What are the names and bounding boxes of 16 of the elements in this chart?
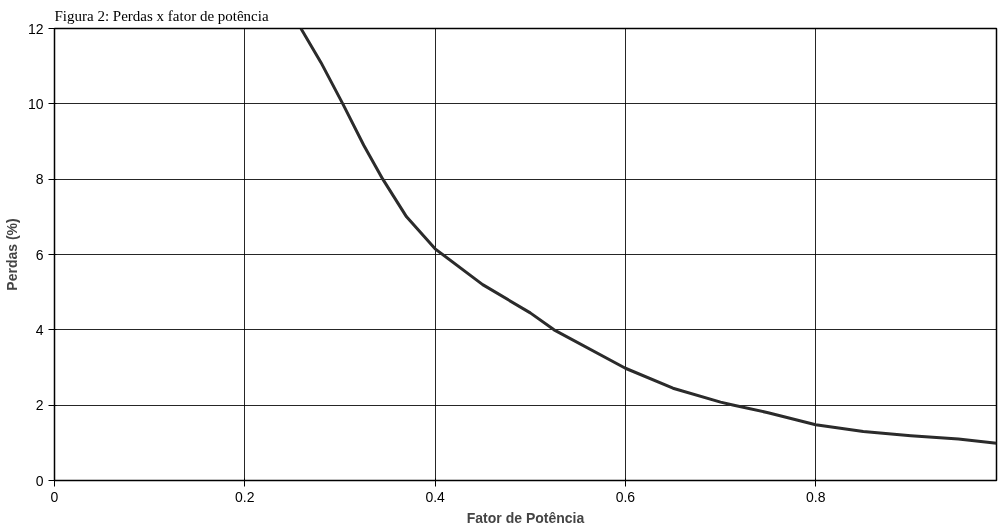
y-axis-title: Perdas (%) [3, 218, 20, 291]
y-tick-label: 10 [27, 95, 44, 112]
line-series [299, 28, 997, 445]
y-tick-label: 2 [35, 397, 44, 414]
x-axis-title: Fator de Potência [466, 509, 585, 526]
chart-title: Figura 2: Perdas x fator de potência [54, 7, 269, 24]
x-tick-label: 0 [50, 488, 59, 505]
x-tick-label: 0.8 [805, 488, 826, 505]
y-tick-label: 6 [35, 246, 44, 263]
x-tick-label: 0.6 [615, 488, 636, 505]
y-tick-label: 4 [35, 321, 44, 338]
x-tick-label: 0.2 [235, 488, 255, 505]
y-tick-label: 8 [35, 171, 44, 188]
x-tick-label: 0.4 [425, 488, 446, 505]
y-tick-label: 12 [27, 20, 44, 37]
y-tick-label: 0 [35, 472, 44, 489]
